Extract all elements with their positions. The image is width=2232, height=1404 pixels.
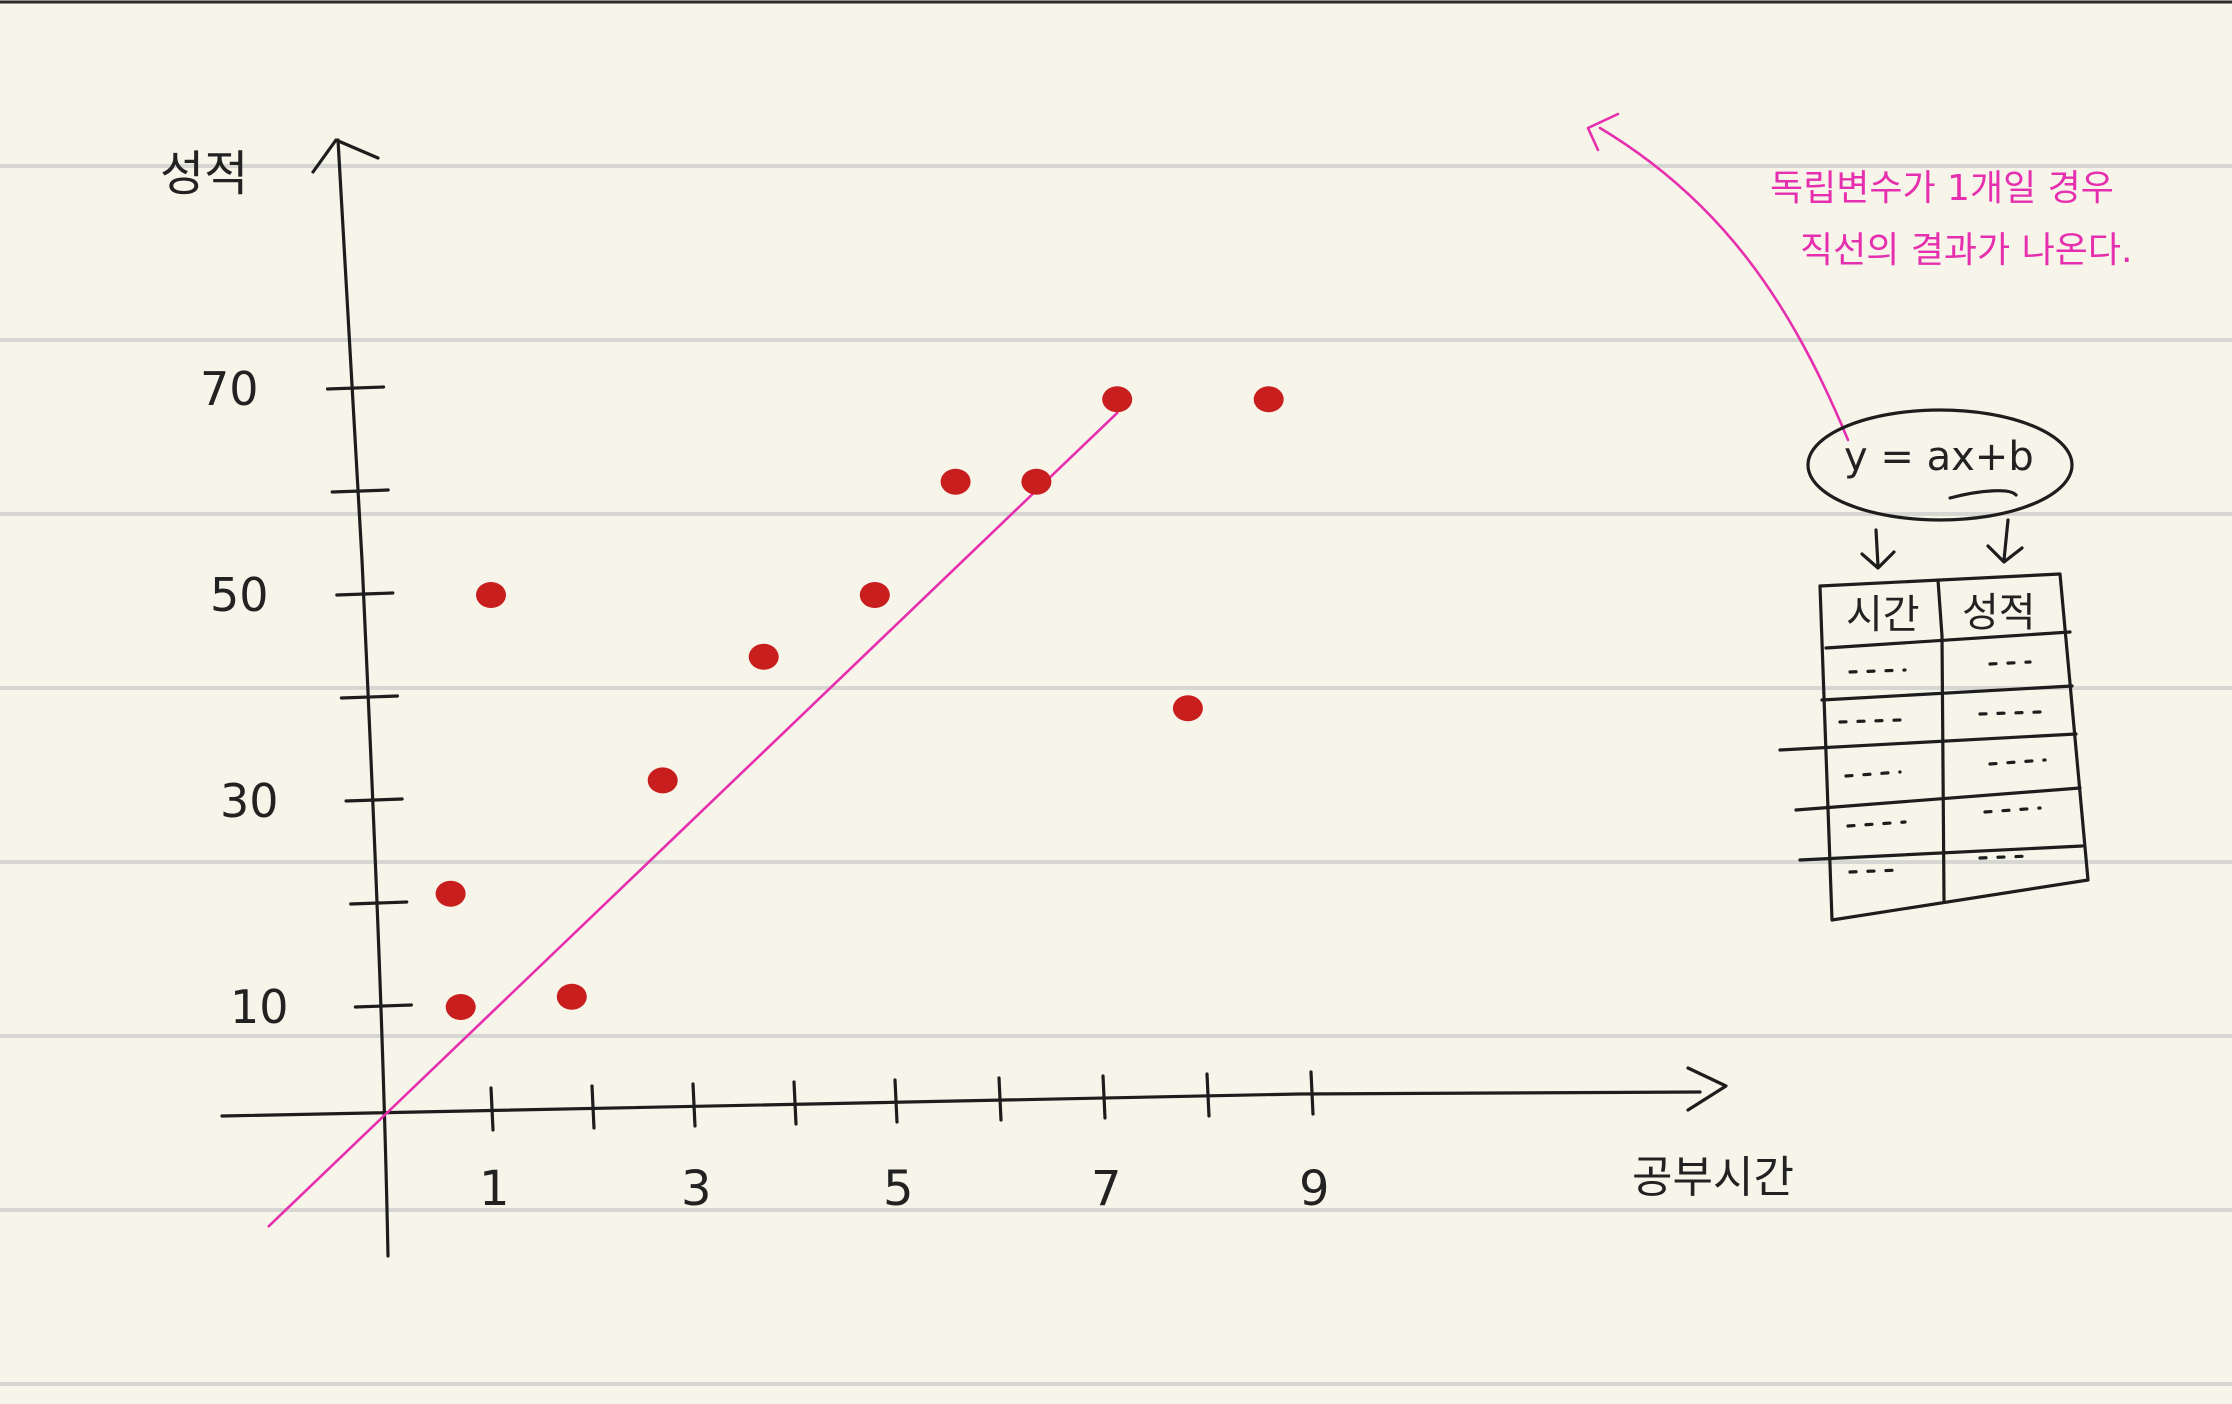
formula-text: y = ax+b xyxy=(1844,434,2034,480)
y-tick-label: 70 xyxy=(200,362,259,416)
annotation-arrow xyxy=(1598,126,1850,442)
annotation-arrowhead xyxy=(1586,112,1620,152)
table-header-score: 성적 xyxy=(1962,590,2036,636)
x-tick-label: 5 xyxy=(883,1161,914,1217)
x-axis xyxy=(220,1090,1702,1118)
x-tick xyxy=(590,1084,596,1130)
data-point xyxy=(445,994,476,1020)
y-tick-label: 10 xyxy=(230,980,289,1034)
data-point xyxy=(859,582,890,608)
data-point xyxy=(1172,695,1203,722)
x-tick xyxy=(1101,1074,1107,1120)
data-point xyxy=(647,767,678,794)
y-tick xyxy=(344,797,404,803)
data-point xyxy=(556,983,587,1010)
data-point xyxy=(748,643,779,670)
data-point xyxy=(476,582,506,608)
x-tick-label: 1 xyxy=(479,1161,510,1217)
data-point xyxy=(1102,386,1133,413)
formula-arrow-left xyxy=(1860,528,1896,570)
x-tick xyxy=(1309,1070,1315,1116)
x-axis-title: 공부시간 xyxy=(1632,1152,1794,1203)
y-tick xyxy=(339,694,400,700)
x-tick xyxy=(691,1082,697,1128)
x-tick-label: 9 xyxy=(1299,1161,1330,1217)
data-point xyxy=(1253,386,1284,413)
x-tick xyxy=(1205,1072,1211,1118)
data-table xyxy=(1778,572,2090,922)
data-points xyxy=(435,386,1284,1020)
data-point xyxy=(435,880,466,907)
y-axis xyxy=(336,138,390,1258)
x-tick xyxy=(893,1078,899,1124)
x-tick-label: 7 xyxy=(1091,1161,1122,1217)
y-tick-label: 30 xyxy=(220,774,279,828)
y-tick xyxy=(335,591,395,597)
y-axis-arrow xyxy=(311,138,380,174)
x-tick-label: 3 xyxy=(681,1161,712,1217)
annotation-line-2: 직선의 결과가 나온다. xyxy=(1800,230,2132,271)
y-tick xyxy=(353,1003,413,1009)
data-point xyxy=(1021,468,1052,495)
table-header-time: 시간 xyxy=(1846,592,1920,638)
x-ticks: 1 3 5 7 9 xyxy=(479,1070,1330,1217)
y-ticks: 10 30 50 70 xyxy=(200,362,413,1034)
y-tick xyxy=(349,900,409,906)
y-axis-title: 성적 xyxy=(160,146,248,202)
x-tick xyxy=(792,1080,798,1126)
x-tick xyxy=(489,1086,495,1132)
y-tick xyxy=(325,385,386,391)
y-tick xyxy=(330,488,390,494)
y-tick-label: 50 xyxy=(210,568,269,622)
annotation-line-1: 독립변수가 1개일 경우 xyxy=(1770,168,2114,209)
regression-line xyxy=(267,411,1119,1228)
formula-arrow-right xyxy=(1948,489,2024,564)
data-point xyxy=(940,468,971,495)
formula-bubble xyxy=(1806,408,2074,522)
x-tick xyxy=(997,1076,1003,1122)
x-axis-arrow xyxy=(1686,1066,1728,1112)
